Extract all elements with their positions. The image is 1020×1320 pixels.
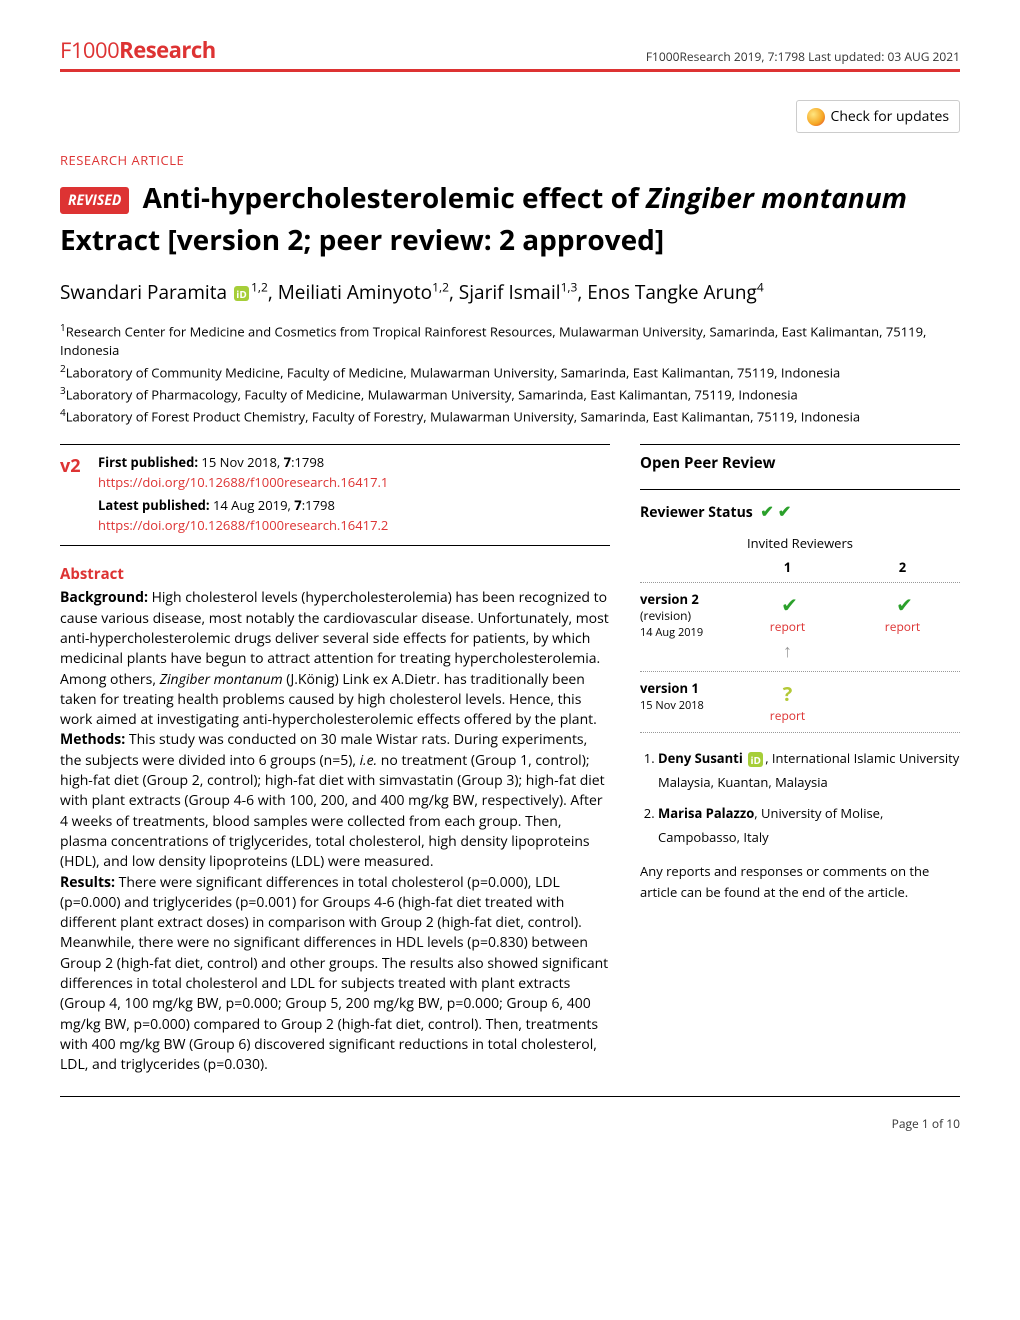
version-label: v2 [60,453,81,480]
author-aff: 1,2 [432,279,449,296]
peer-review-box: Open Peer Review Reviewer Status ✔✔ Invi… [640,444,960,902]
logo-prefix: F1000 [60,35,119,65]
affiliation: 3Laboratory of Pharmacology, Faculty of … [60,383,960,405]
reviewer-status: Reviewer Status ✔✔ [640,500,960,522]
logo-suffix: Research [119,35,216,65]
logo: F1000Research [60,35,216,65]
reports-note: Any reports and responses or comments on… [640,861,960,903]
invited-head: Invited Reviewers [640,534,960,558]
authors-line: Swandari Paramita iD1,2, Meiliati Aminyo… [60,279,960,306]
arrow-up-icon: ↑ [730,639,845,663]
author-name[interactable]: Swandari Paramita [60,279,227,305]
bottom-rule [60,1096,960,1105]
header-bar: F1000Research F1000Research 2019, 7:1798… [60,35,960,72]
header-meta: F1000Research 2019, 7:1798 Last updated:… [646,48,960,65]
author-name[interactable]: Meiliati Aminyoto [278,279,432,305]
orcid-icon[interactable]: iD [748,752,763,767]
check-icon: ✔ [760,500,773,522]
check-updates-button[interactable]: Check for updates [796,100,960,133]
check-icon: ✔ [778,500,791,522]
author-name[interactable]: Sjarif Ismail [459,279,561,305]
title-line2: Extract [60,221,160,259]
reviewer-item: Marisa Palazzo, University of Molise, Ca… [658,802,960,849]
reviewer-item: Deny Susanti iD, International Islamic U… [658,747,960,794]
methods-label: Methods: [60,730,125,749]
article-title: REVISED Anti-hypercholesterolemic effect… [60,177,960,261]
publication-dates-box: v2 First published: 15 Nov 2018, 7:1798 … [60,444,610,546]
first-published-label: First published: [98,453,198,471]
author-aff: 4 [757,279,764,296]
affiliation: 4Laboratory of Forest Product Chemistry,… [60,405,960,427]
reviewer-col-2: 2 [845,558,960,576]
abstract-body: Background: High cholesterol levels (hyp… [60,588,610,1075]
report-link[interactable]: report [770,707,805,724]
title-italic: Zingiber montanum [646,179,907,217]
version-2-row: version 2 (revision) 14 Aug 2019 ✔ repor… [640,583,960,672]
article-type: RESEARCH ARTICLE [60,151,960,169]
title-main: Anti-hypercholesterolemic effect of [143,179,646,217]
page-number: Page 1 of 10 [60,1115,960,1132]
affiliation: 2Laboratory of Community Medicine, Facul… [60,361,960,383]
report-link[interactable]: report [770,618,805,635]
refresh-icon [807,108,825,126]
author-aff: 1,3 [561,279,578,296]
affiliation: 1Research Center for Medicine and Cosmet… [60,320,960,361]
status-table: Invited Reviewers 1 2 version 2 (revisio… [640,534,960,733]
results-label: Results: [60,873,115,892]
doi-link[interactable]: https://doi.org/10.12688/f1000research.1… [98,516,388,534]
reviewer-name[interactable]: Deny Susanti [658,749,743,767]
reviewer-col-1: 1 [730,558,845,576]
reviewer-list: Deny Susanti iD, International Islamic U… [640,747,960,849]
orcid-icon[interactable]: iD [234,286,249,301]
peer-review-heading: Open Peer Review [640,453,960,490]
doi-link[interactable]: https://doi.org/10.12688/f1000research.1… [98,473,388,491]
bg-label: Background: [60,588,148,607]
check-updates-label: Check for updates [831,107,949,126]
abstract-heading: Abstract [60,564,610,584]
check-icon: ✔ [734,591,845,618]
report-link[interactable]: report [885,618,920,635]
version-suffix: [version 2; peer review: 2 approved] [160,221,664,259]
author-name[interactable]: Enos Tangke Arung [587,279,757,305]
question-icon: ? [730,680,845,707]
revised-badge: REVISED [60,187,129,214]
version-1-row: version 1 15 Nov 2018 ? report [640,672,960,733]
check-icon: ✔ [849,591,960,618]
author-aff: 1,2 [251,279,268,296]
latest-published-label: Latest published: [98,496,210,514]
affiliations: 1Research Center for Medicine and Cosmet… [60,320,960,427]
reviewer-name[interactable]: Marisa Palazzo [658,804,754,822]
